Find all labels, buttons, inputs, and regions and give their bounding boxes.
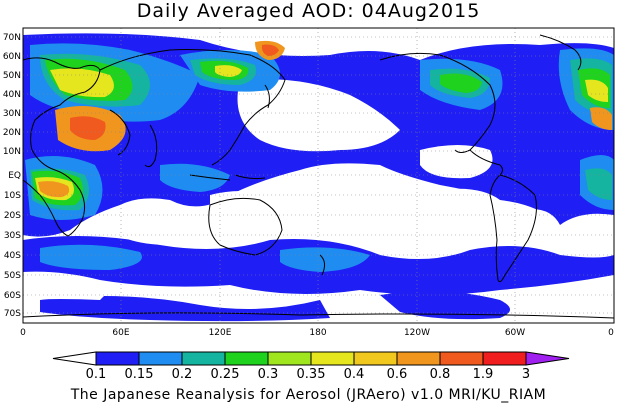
- colorbar-segment: [439, 351, 484, 366]
- latitude-axis: 70N 60N 50N 40N 30N 20N 10N EQ 10S 20S 3…: [3, 33, 21, 319]
- colorbar-label: 1.9: [473, 367, 494, 382]
- colorbar-label: 0.6: [387, 367, 408, 382]
- lat-label: 30N: [3, 109, 21, 119]
- footer-caption: The Japanese Reanalysis for Aerosol (JRA…: [70, 387, 547, 403]
- colorbar-segment: [224, 351, 269, 366]
- colorbar-label: 0.8: [430, 367, 451, 382]
- colorbar-label: 0.1: [86, 367, 107, 382]
- lon-label: 120W: [404, 328, 430, 338]
- lon-label: 60E: [112, 328, 129, 338]
- graticule: [23, 28, 614, 323]
- colorbar-labels: 0.1 0.15 0.2 0.25 0.3 0.35 0.4 0.6 0.8 1…: [86, 367, 530, 382]
- lat-label: 50N: [3, 71, 21, 81]
- lon-label: 180: [309, 328, 326, 338]
- colorbar-label: 0.25: [211, 367, 240, 382]
- colorbar-label: 0.3: [258, 367, 279, 382]
- map-title: Daily Averaged AOD: 04Aug2015: [136, 0, 481, 22]
- lat-label: 50S: [4, 271, 21, 281]
- colorbar-segment: [353, 351, 398, 366]
- lat-label: 60N: [3, 52, 21, 62]
- colorbar-segment: [138, 351, 183, 366]
- lat-label: 30S: [4, 231, 21, 241]
- map-border: [22, 27, 615, 324]
- coastlines: [23, 34, 614, 319]
- lat-label: 60S: [4, 291, 21, 301]
- colorbar-label: 3: [522, 367, 530, 382]
- longitude-axis: 0 60E 120E 180 120W 60W 0: [20, 328, 614, 338]
- aod-field: [23, 33, 614, 322]
- lat-label: 70N: [3, 33, 21, 43]
- colorbar-label: 0.35: [297, 367, 326, 382]
- colorbar-label: 0.4: [344, 367, 365, 382]
- lat-label: 70S: [4, 309, 21, 319]
- lat-label: 40N: [3, 90, 21, 100]
- lat-label: 40S: [4, 251, 21, 261]
- colorbar-segment: [310, 351, 355, 366]
- colorbar-segment: [95, 351, 140, 366]
- colorbar-segment: [396, 351, 441, 366]
- lon-label: 0: [608, 328, 614, 338]
- lat-label: EQ: [8, 171, 21, 181]
- lat-label: 20N: [3, 128, 21, 138]
- colorbar-label: 0.2: [172, 367, 193, 382]
- lon-label: 120E: [209, 328, 232, 338]
- lat-label: 10N: [3, 147, 21, 157]
- colorbar-segment: [267, 351, 312, 366]
- colorbar: [52, 351, 570, 366]
- colorbar-label: 0.15: [125, 367, 154, 382]
- colorbar-segment: [482, 351, 527, 366]
- colorbar-right-arrow: [525, 351, 570, 366]
- lat-label: 20S: [4, 211, 21, 221]
- lat-label: 10S: [4, 191, 21, 201]
- colorbar-left-arrow: [52, 351, 97, 366]
- colorbar-segment: [181, 351, 226, 366]
- lon-label: 0: [20, 328, 26, 338]
- lon-label: 60W: [505, 328, 525, 338]
